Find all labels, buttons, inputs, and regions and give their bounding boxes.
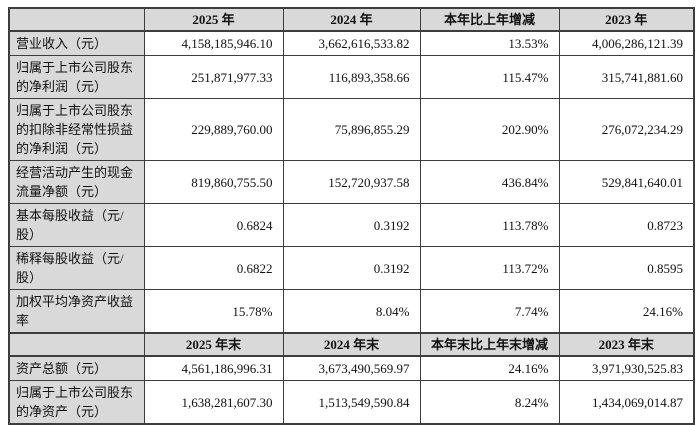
row-label: 资产总额（元） bbox=[8, 355, 145, 381]
cell-2023: 4,006,286,121.39 bbox=[558, 30, 695, 56]
cell-2025: 4,158,185,946.10 bbox=[143, 30, 284, 56]
row-label: 归属于上市公司股东的净资产（元） bbox=[8, 380, 145, 425]
header-year-2024: 2024 年 bbox=[282, 7, 421, 32]
cell-change: 7.74% bbox=[419, 289, 560, 334]
cell-2023: 315,741,881.60 bbox=[558, 55, 695, 99]
header-yoy-change: 本年比上年增减 bbox=[419, 7, 560, 32]
section2-header-row: 2025 年末 2024 年末 本年末比上年末增减 2023 年末 bbox=[8, 332, 695, 357]
table-row-net-assets: 归属于上市公司股东的净资产（元） 1,638,281,607.30 1,513,… bbox=[8, 380, 695, 425]
header-yearend-2023: 2023 年末 bbox=[558, 332, 695, 357]
row-label: 归属于上市公司股东的扣除非经常性损益的净利润（元） bbox=[8, 98, 145, 161]
header-year-2025: 2025 年 bbox=[143, 7, 284, 32]
cell-change: 113.72% bbox=[419, 246, 560, 290]
cell-2023: 529,841,640.01 bbox=[558, 160, 695, 204]
row-label: 基本每股收益（元/股） bbox=[8, 203, 145, 247]
cell-2024: 8.04% bbox=[282, 289, 421, 334]
cell-change: 202.90% bbox=[419, 98, 560, 161]
table-row-net-profit-excl-nonrecurring: 归属于上市公司股东的扣除非经常性损益的净利润（元） 229,889,760.00… bbox=[8, 98, 695, 161]
header-year-2023: 2023 年 bbox=[558, 7, 695, 32]
table-row-net-profit: 归属于上市公司股东的净利润（元） 251,871,977.33 116,893,… bbox=[8, 55, 695, 99]
cell-2024: 3,662,616,533.82 bbox=[282, 30, 421, 56]
cell-change: 13.53% bbox=[419, 30, 560, 56]
cell-change: 113.78% bbox=[419, 203, 560, 247]
cell-2023: 0.8723 bbox=[558, 203, 695, 247]
cell-2024: 152,720,937.58 bbox=[282, 160, 421, 204]
cell-2025: 229,889,760.00 bbox=[143, 98, 284, 161]
cell-2023: 24.16% bbox=[558, 289, 695, 334]
section1-header-row: 2025 年 2024 年 本年比上年增减 2023 年 bbox=[8, 7, 695, 32]
header-yearend-change: 本年末比上年末增减 bbox=[419, 332, 560, 357]
cell-change: 115.47% bbox=[419, 55, 560, 99]
header-blank-cell bbox=[8, 332, 145, 357]
header-yearend-2025: 2025 年末 bbox=[143, 332, 284, 357]
row-label: 归属于上市公司股东的净利润（元） bbox=[8, 55, 145, 99]
row-label: 营业收入（元） bbox=[8, 30, 145, 56]
cell-2025: 0.6822 bbox=[143, 246, 284, 290]
cell-2023: 276,072,234.29 bbox=[558, 98, 695, 161]
cell-2023: 3,971,930,525.83 bbox=[558, 355, 695, 381]
table-row-diluted-eps: 稀释每股收益（元/股） 0.6822 0.3192 113.72% 0.8595 bbox=[8, 246, 695, 290]
cell-change: 24.16% bbox=[419, 355, 560, 381]
row-label: 经营活动产生的现金流量净额（元） bbox=[8, 160, 145, 204]
cell-2024: 0.3192 bbox=[282, 203, 421, 247]
cell-2025: 819,860,755.50 bbox=[143, 160, 284, 204]
cell-2023: 1,434,069,014.87 bbox=[558, 380, 695, 425]
cell-2024: 75,896,855.29 bbox=[282, 98, 421, 161]
cell-2025: 15.78% bbox=[143, 289, 284, 334]
cell-2025: 1,638,281,607.30 bbox=[143, 380, 284, 425]
cell-change: 8.24% bbox=[419, 380, 560, 425]
table-row-total-assets: 资产总额（元） 4,561,186,996.31 3,673,490,569.9… bbox=[8, 355, 695, 381]
cell-2025: 251,871,977.33 bbox=[143, 55, 284, 99]
row-label: 加权平均净资产收益率 bbox=[8, 289, 145, 334]
header-blank-cell bbox=[8, 7, 145, 32]
table-row-basic-eps: 基本每股收益（元/股） 0.6824 0.3192 113.78% 0.8723 bbox=[8, 203, 695, 247]
cell-2024: 116,893,358.66 bbox=[282, 55, 421, 99]
cell-2025: 4,561,186,996.31 bbox=[143, 355, 284, 381]
header-yearend-2024: 2024 年末 bbox=[282, 332, 421, 357]
cell-2024: 3,673,490,569.97 bbox=[282, 355, 421, 381]
table-row-operating-cash-flow: 经营活动产生的现金流量净额（元） 819,860,755.50 152,720,… bbox=[8, 160, 695, 204]
table-row-weighted-avg-roe: 加权平均净资产收益率 15.78% 8.04% 7.74% 24.16% bbox=[8, 289, 695, 334]
cell-2025: 0.6824 bbox=[143, 203, 284, 247]
financial-summary-table: 2025 年 2024 年 本年比上年增减 2023 年 营业收入（元） 4,1… bbox=[8, 7, 695, 425]
cell-2024: 0.3192 bbox=[282, 246, 421, 290]
cell-2024: 1,513,549,590.84 bbox=[282, 380, 421, 425]
table-row-revenue: 营业收入（元） 4,158,185,946.10 3,662,616,533.8… bbox=[8, 30, 695, 56]
row-label: 稀释每股收益（元/股） bbox=[8, 246, 145, 290]
cell-change: 436.84% bbox=[419, 160, 560, 204]
cell-2023: 0.8595 bbox=[558, 246, 695, 290]
